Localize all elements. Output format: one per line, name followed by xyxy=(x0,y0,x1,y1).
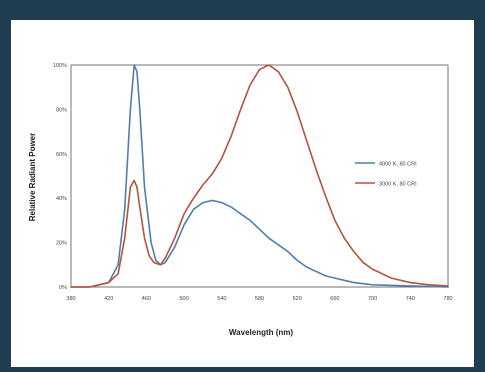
plot-area xyxy=(70,64,449,288)
series-layer xyxy=(70,64,449,288)
x-tick-label: 580 xyxy=(255,296,264,302)
x-tick-label: 660 xyxy=(330,296,339,302)
legend-label-4000k: 4000 K, 80 CRI xyxy=(379,162,417,168)
series-line-4000k xyxy=(70,64,449,288)
x-tick-label: 540 xyxy=(217,296,226,302)
y-tick-label: 80% xyxy=(56,107,67,113)
x-axis-label: Wavelength (nm) xyxy=(229,328,293,337)
y-tick-label: 0% xyxy=(59,285,67,291)
relative-radiant-power-chart: 380 420 460 500 540 580 620 660 700 740 780 0% 20% 40… xyxy=(28,63,453,337)
y-axis-label: Relative Radiant Power xyxy=(28,133,37,221)
x-tick-label: 380 xyxy=(66,296,75,302)
legend: 4000 K, 80 CRI 3000 K, 80 CRI xyxy=(355,162,417,188)
x-tick-label: 780 xyxy=(443,296,452,302)
x-tick-label: 700 xyxy=(368,296,377,302)
axes-layer: 380 420 460 500 540 580 620 660 700 740 780 0% 20% 40… xyxy=(53,63,453,302)
y-tick-label: 20% xyxy=(56,241,67,247)
y-tick-label: 40% xyxy=(56,196,67,202)
x-tick-label: 620 xyxy=(293,296,302,302)
legend-label-3000k: 3000 K, 80 CRI xyxy=(379,182,417,188)
x-tick-label: 460 xyxy=(142,296,151,302)
chart-panel: 380 420 460 500 540 580 620 660 700 740 780 0% 20% 40… xyxy=(11,20,474,367)
series-line-3000k xyxy=(70,64,449,288)
axis-labels: Wavelength (nm) Relative Radiant Power xyxy=(28,133,293,337)
y-tick-label: 100% xyxy=(53,63,67,69)
x-tick-label: 500 xyxy=(180,296,189,302)
x-tick-label: 420 xyxy=(104,296,113,302)
x-tick-label: 740 xyxy=(406,296,415,302)
y-tick-label: 60% xyxy=(56,152,67,158)
